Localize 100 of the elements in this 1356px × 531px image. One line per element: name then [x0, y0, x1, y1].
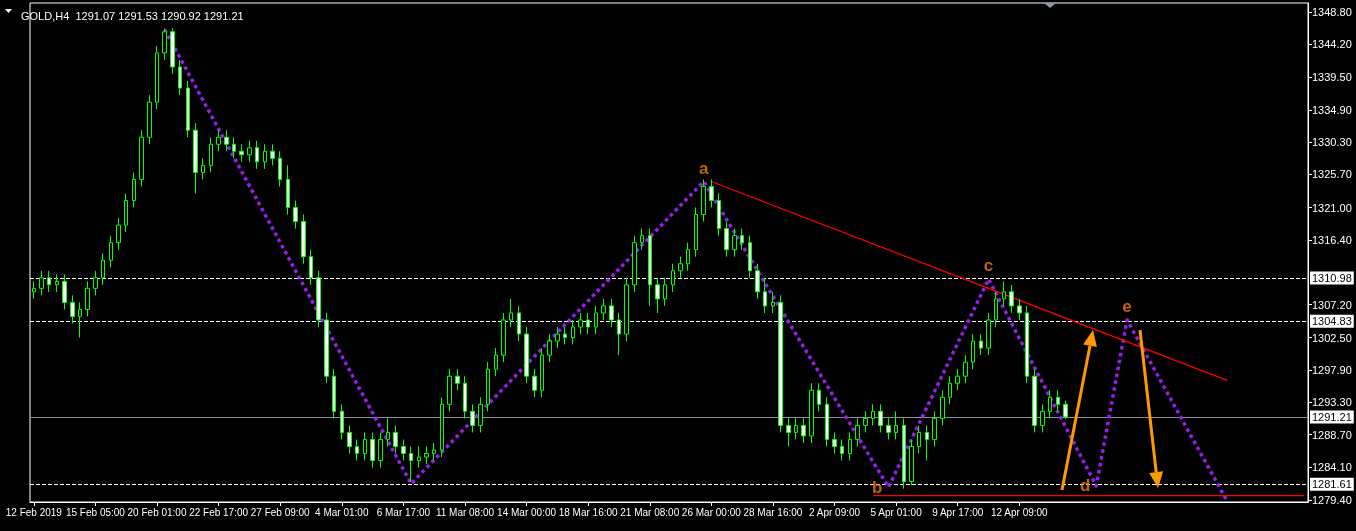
- candlestick: [732, 228, 737, 258]
- ref-line-label: 1304.83: [1312, 315, 1352, 328]
- candlestick: [378, 431, 383, 469]
- candlestick: [78, 301, 82, 339]
- candlestick: [878, 403, 883, 433]
- annotation: b: [872, 477, 883, 497]
- candlestick: [840, 438, 844, 462]
- candlestick: [894, 410, 898, 440]
- candlestick: [640, 228, 644, 251]
- candlestick: [116, 217, 121, 251]
- candlestick: [162, 27, 167, 61]
- candlestick: [470, 403, 475, 433]
- annotation: e: [1122, 296, 1132, 316]
- y-tick-label: 1302.50: [1312, 331, 1352, 344]
- candlestick: [363, 431, 367, 462]
- candlestick: [1063, 400, 1068, 420]
- candlestick: [624, 277, 629, 342]
- candlestick: [671, 263, 675, 293]
- candlestick: [601, 298, 606, 321]
- x-tick-label: 15 Feb 05:00: [65, 506, 126, 518]
- candlestick: [871, 403, 875, 426]
- y-tick-label: 1348.80: [1312, 6, 1352, 19]
- candlestick: [370, 431, 375, 469]
- candlestick: [393, 424, 398, 455]
- candlestick: [740, 228, 744, 251]
- candlestick: [286, 164, 290, 216]
- x-tick-label: 21 Mar 08:00: [620, 506, 680, 518]
- candlestick: [278, 150, 282, 187]
- x-tick-label: 18 Mar 16:00: [558, 506, 619, 518]
- candlestick: [263, 143, 267, 170]
- x-tick-label: 12 Apr 09:00: [990, 506, 1049, 518]
- candlestick: [694, 207, 698, 258]
- candlestick: [216, 129, 221, 152]
- text: GOLD,H4 1291.07 1291.53 1290.92 1291.21: [21, 9, 244, 22]
- y-tick-label: 1316.40: [1312, 233, 1352, 246]
- candlestick: [748, 235, 752, 279]
- candlestick: [540, 347, 544, 398]
- candlestick: [409, 445, 413, 483]
- x-tick-label: 20 Feb 01:00: [127, 506, 187, 518]
- candlestick: [571, 319, 575, 346]
- candlestick: [109, 235, 113, 268]
- candlestick: [347, 424, 352, 455]
- candlestick: [417, 445, 421, 469]
- x-tick-label: 28 Mar 16:00: [743, 506, 803, 518]
- candlestick: [293, 199, 298, 230]
- candlestick: [332, 368, 336, 419]
- candlestick: [794, 417, 798, 440]
- candlestick: [170, 27, 175, 75]
- candlestick: [686, 242, 690, 272]
- candlestick: [340, 403, 344, 440]
- ref-line-label: 1281.61: [1312, 478, 1352, 491]
- candlestick: [632, 235, 637, 293]
- x-tick-label: 11 Mar 08:00: [435, 506, 495, 518]
- candlestick: [1002, 280, 1006, 307]
- x-tick-label: 22 Feb 17:00: [189, 506, 249, 518]
- candlestick: [85, 280, 90, 317]
- candlestick: [432, 442, 436, 462]
- candlestick: [494, 347, 498, 377]
- candlestick: [486, 361, 490, 412]
- candlestick: [855, 417, 860, 447]
- x-tick-label: 9 Apr 17:00: [932, 506, 984, 518]
- candlestick: [524, 326, 529, 384]
- y-tick-label: 1279.40: [1312, 493, 1352, 506]
- y-tick-label: 1293.30: [1312, 396, 1352, 409]
- x-tick-label: 6 Mar 17:00: [376, 506, 431, 518]
- candlestick: [832, 431, 837, 455]
- candlestick: [478, 396, 483, 433]
- candlestick: [201, 157, 205, 180]
- candlestick: [209, 136, 213, 173]
- candlestick: [132, 171, 136, 209]
- candlestick: [932, 410, 937, 447]
- x-tick-label: 2 Apr 09:00: [808, 506, 861, 518]
- candlestick: [563, 326, 567, 346]
- x-tick-label: 12 Feb 2019: [5, 506, 63, 518]
- y-tick-label: 1330.30: [1312, 136, 1352, 149]
- x-tick-label: 14 Mar 00:00: [497, 506, 557, 518]
- candlestick: [817, 382, 821, 412]
- candlestick: [863, 410, 868, 433]
- candlestick: [1056, 389, 1060, 412]
- candlestick: [809, 382, 814, 444]
- y-tick-label: 1325.70: [1312, 168, 1352, 181]
- annotation: a: [698, 158, 709, 178]
- candlestick: [355, 438, 359, 462]
- candlestick: [663, 277, 667, 307]
- candlestick: [917, 424, 921, 455]
- candlestick: [948, 375, 952, 405]
- candlestick: [193, 122, 198, 194]
- candlestick: [455, 368, 460, 391]
- candlestick: [301, 214, 306, 265]
- candlestick: [55, 273, 59, 293]
- x-tick-label: 26 Mar 00:00: [681, 506, 742, 518]
- candlestick: [724, 221, 729, 258]
- candlestick: [224, 129, 229, 152]
- candlestick: [547, 333, 552, 363]
- candlestick: [971, 333, 975, 370]
- candlestick: [247, 140, 252, 163]
- candlestick: [825, 396, 829, 447]
- x-tick-label: 5 Apr 01:00: [870, 506, 923, 518]
- y-tick-label: 1307.20: [1312, 298, 1352, 311]
- candlestick: [101, 252, 105, 286]
